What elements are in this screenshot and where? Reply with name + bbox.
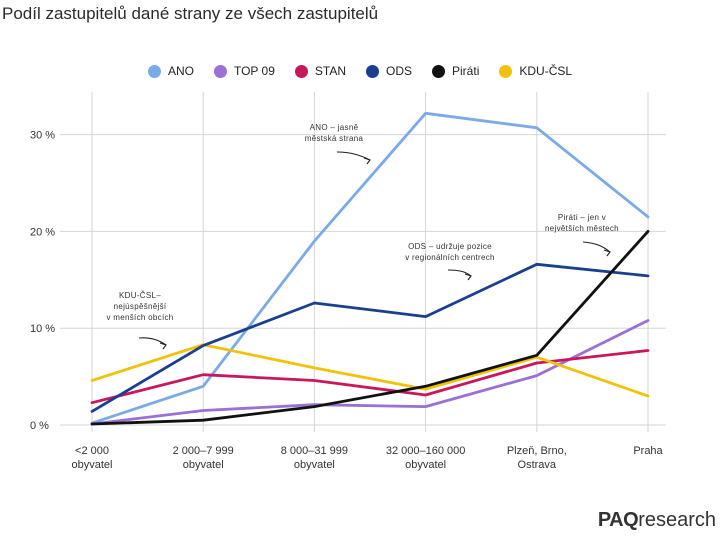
annotation-text: ANO – jasně městská strana (305, 123, 364, 143)
series-line-ano (90, 111, 650, 425)
x-tick-label-line: obyvatel (405, 459, 446, 471)
chart-title: Podíl zastupitelů dané strany ze všech z… (2, 4, 379, 23)
annotation-arrowhead (464, 273, 472, 281)
legend-item-ods: ODS (366, 64, 412, 78)
logo-bold-text: PAQ (597, 509, 639, 531)
x-tick-label-line: 32 000–160 000 (386, 445, 466, 457)
x-tick-label-line: Plzeň, Brno, (507, 445, 567, 457)
legend-label: TOP 09 (233, 64, 275, 78)
annotation-line: největších městech (545, 224, 619, 233)
annotation-line: nejúspěšnější (114, 302, 167, 311)
legend-swatch (147, 64, 161, 78)
annotation-text: KDU-ČSL– nejúspěšnější v menších obcích (106, 291, 173, 322)
x-tick-label: Praha (633, 445, 663, 457)
series-line-kdu-sl (90, 343, 650, 398)
legend-label: ODS (386, 64, 413, 78)
series-line-ods (90, 262, 650, 413)
annotation-arrowhead (159, 342, 167, 350)
x-tick-label: 32 000–160 000 obyvatel (386, 445, 466, 471)
annotation-text: ODS – udržuje pozice v regionálních centr… (405, 242, 495, 262)
annotation-line: ANO – jasně (310, 123, 359, 132)
x-tick-label: 8 000–31 999 obyvatel (281, 445, 348, 471)
legend-label: ANO (167, 64, 194, 78)
annotation-arrowhead (363, 157, 371, 165)
annotation-line: v regionálních centrech (405, 253, 495, 262)
legend-swatch (499, 64, 513, 78)
legend-swatch (366, 64, 379, 78)
x-tick-label: Plzeň, Brno, Ostrava (507, 445, 567, 471)
x-tick-label-line: Ostrava (518, 459, 557, 471)
x-tick-label-line: <2 000 (75, 445, 109, 457)
y-tick-label: 10 % (30, 323, 55, 335)
logo-light-text: research (638, 509, 716, 531)
x-tick-label-line: obyvatel (72, 459, 113, 471)
legend-label: KDU-ČSL (519, 64, 573, 78)
series-line-top-09 (90, 319, 650, 426)
paq-research-logo: PAQresearch (598, 509, 716, 532)
x-tick-label-line: Praha (633, 445, 663, 457)
legend: ANO TOP 09 STAN ODS Piráti KDU-ČSL (0, 64, 720, 78)
annotation-line: v menších obcích (106, 313, 173, 322)
annotation-arrowhead (603, 249, 611, 257)
legend-item-pir-ti: Piráti (432, 64, 479, 78)
y-tick-label: 0 % (30, 420, 49, 432)
annotation-line: KDU-ČSL– (119, 291, 161, 300)
legend-label: Piráti (452, 64, 480, 78)
series-line-stan (90, 349, 650, 405)
x-tick-label: 2 000–7 999 obyvatel (173, 445, 234, 471)
x-tick-label-line: obyvatel (183, 459, 224, 471)
legend-item-stan: STAN (294, 64, 346, 78)
legend-swatch (294, 64, 308, 78)
x-tick-label-line: 2 000–7 999 (173, 445, 234, 457)
x-tick-label-line: 8 000–31 999 (281, 445, 348, 457)
annotation-arrow (138, 337, 167, 346)
annotation-arrow (582, 241, 611, 253)
annotation-line: městská strana (305, 134, 364, 143)
legend-item-ano: ANO (147, 64, 194, 78)
legend-swatch (213, 64, 227, 78)
legend-swatch (432, 64, 446, 78)
legend-item-kdu-sl: KDU-ČSL (499, 64, 572, 78)
annotation-line: ODS – udržuje pozice (408, 242, 492, 251)
x-tick-label: <2 000 obyvatel (72, 445, 113, 471)
x-tick-label-line: obyvatel (294, 459, 335, 471)
y-tick-label: 20 % (30, 226, 55, 238)
series-line-pir-ti (90, 229, 650, 426)
annotation-line: Piráti – jen v (558, 213, 606, 222)
legend-item-top-09: TOP 09 (213, 64, 275, 78)
y-tick-label: 30 % (30, 130, 55, 142)
legend-label: STAN (314, 64, 346, 78)
annotation-text: Piráti – jen v největších městech (545, 213, 619, 233)
